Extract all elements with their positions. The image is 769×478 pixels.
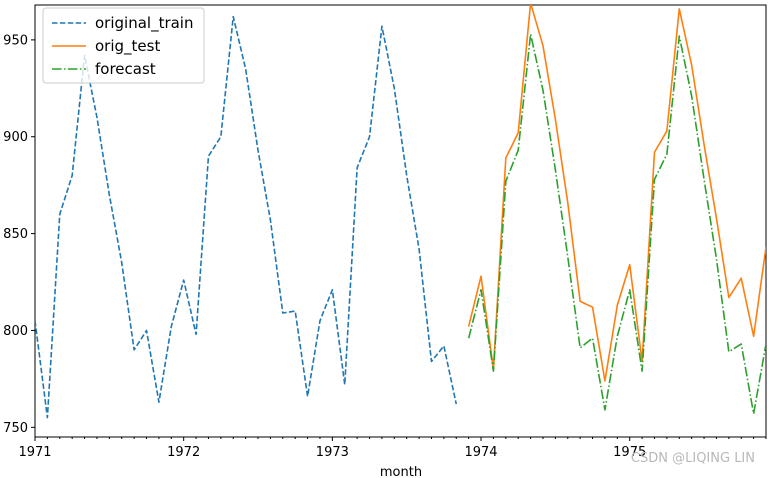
plot-area: [34, 4, 767, 438]
x-axis-label: month: [380, 465, 422, 478]
legend-label: orig_test: [95, 37, 160, 56]
series-line-forecast: [467, 33, 766, 415]
y-tick-label: 900: [3, 130, 28, 145]
plot-frame: [34, 4, 767, 438]
y-axis: 750 800 850 900 950: [3, 33, 35, 436]
y-tick-label: 750: [3, 421, 28, 436]
legend: original_train orig_test forecast: [42, 7, 205, 84]
x-tick-label: 1971: [18, 445, 51, 460]
legend-label: original_train: [95, 14, 193, 33]
series-line-original-train: [35, 15, 458, 419]
legend-box: [42, 7, 205, 84]
series-layer: [35, 5, 766, 419]
x-tick-label: 1975: [613, 445, 646, 460]
series-line-orig-test: [467, 5, 766, 382]
y-tick-label: 850: [3, 227, 28, 242]
x-tick-label: 1972: [167, 445, 200, 460]
y-tick-label: 950: [3, 33, 28, 48]
y-tick-label: 800: [3, 324, 28, 339]
legend-label: forecast: [95, 60, 156, 78]
x-tick-label: 1973: [316, 445, 349, 460]
watermark-text: CSDN @LIQING LIN: [630, 451, 755, 466]
x-tick-label: 1974: [464, 445, 497, 460]
x-axis: 1971 1972 1973 1974 1975: [18, 437, 767, 460]
